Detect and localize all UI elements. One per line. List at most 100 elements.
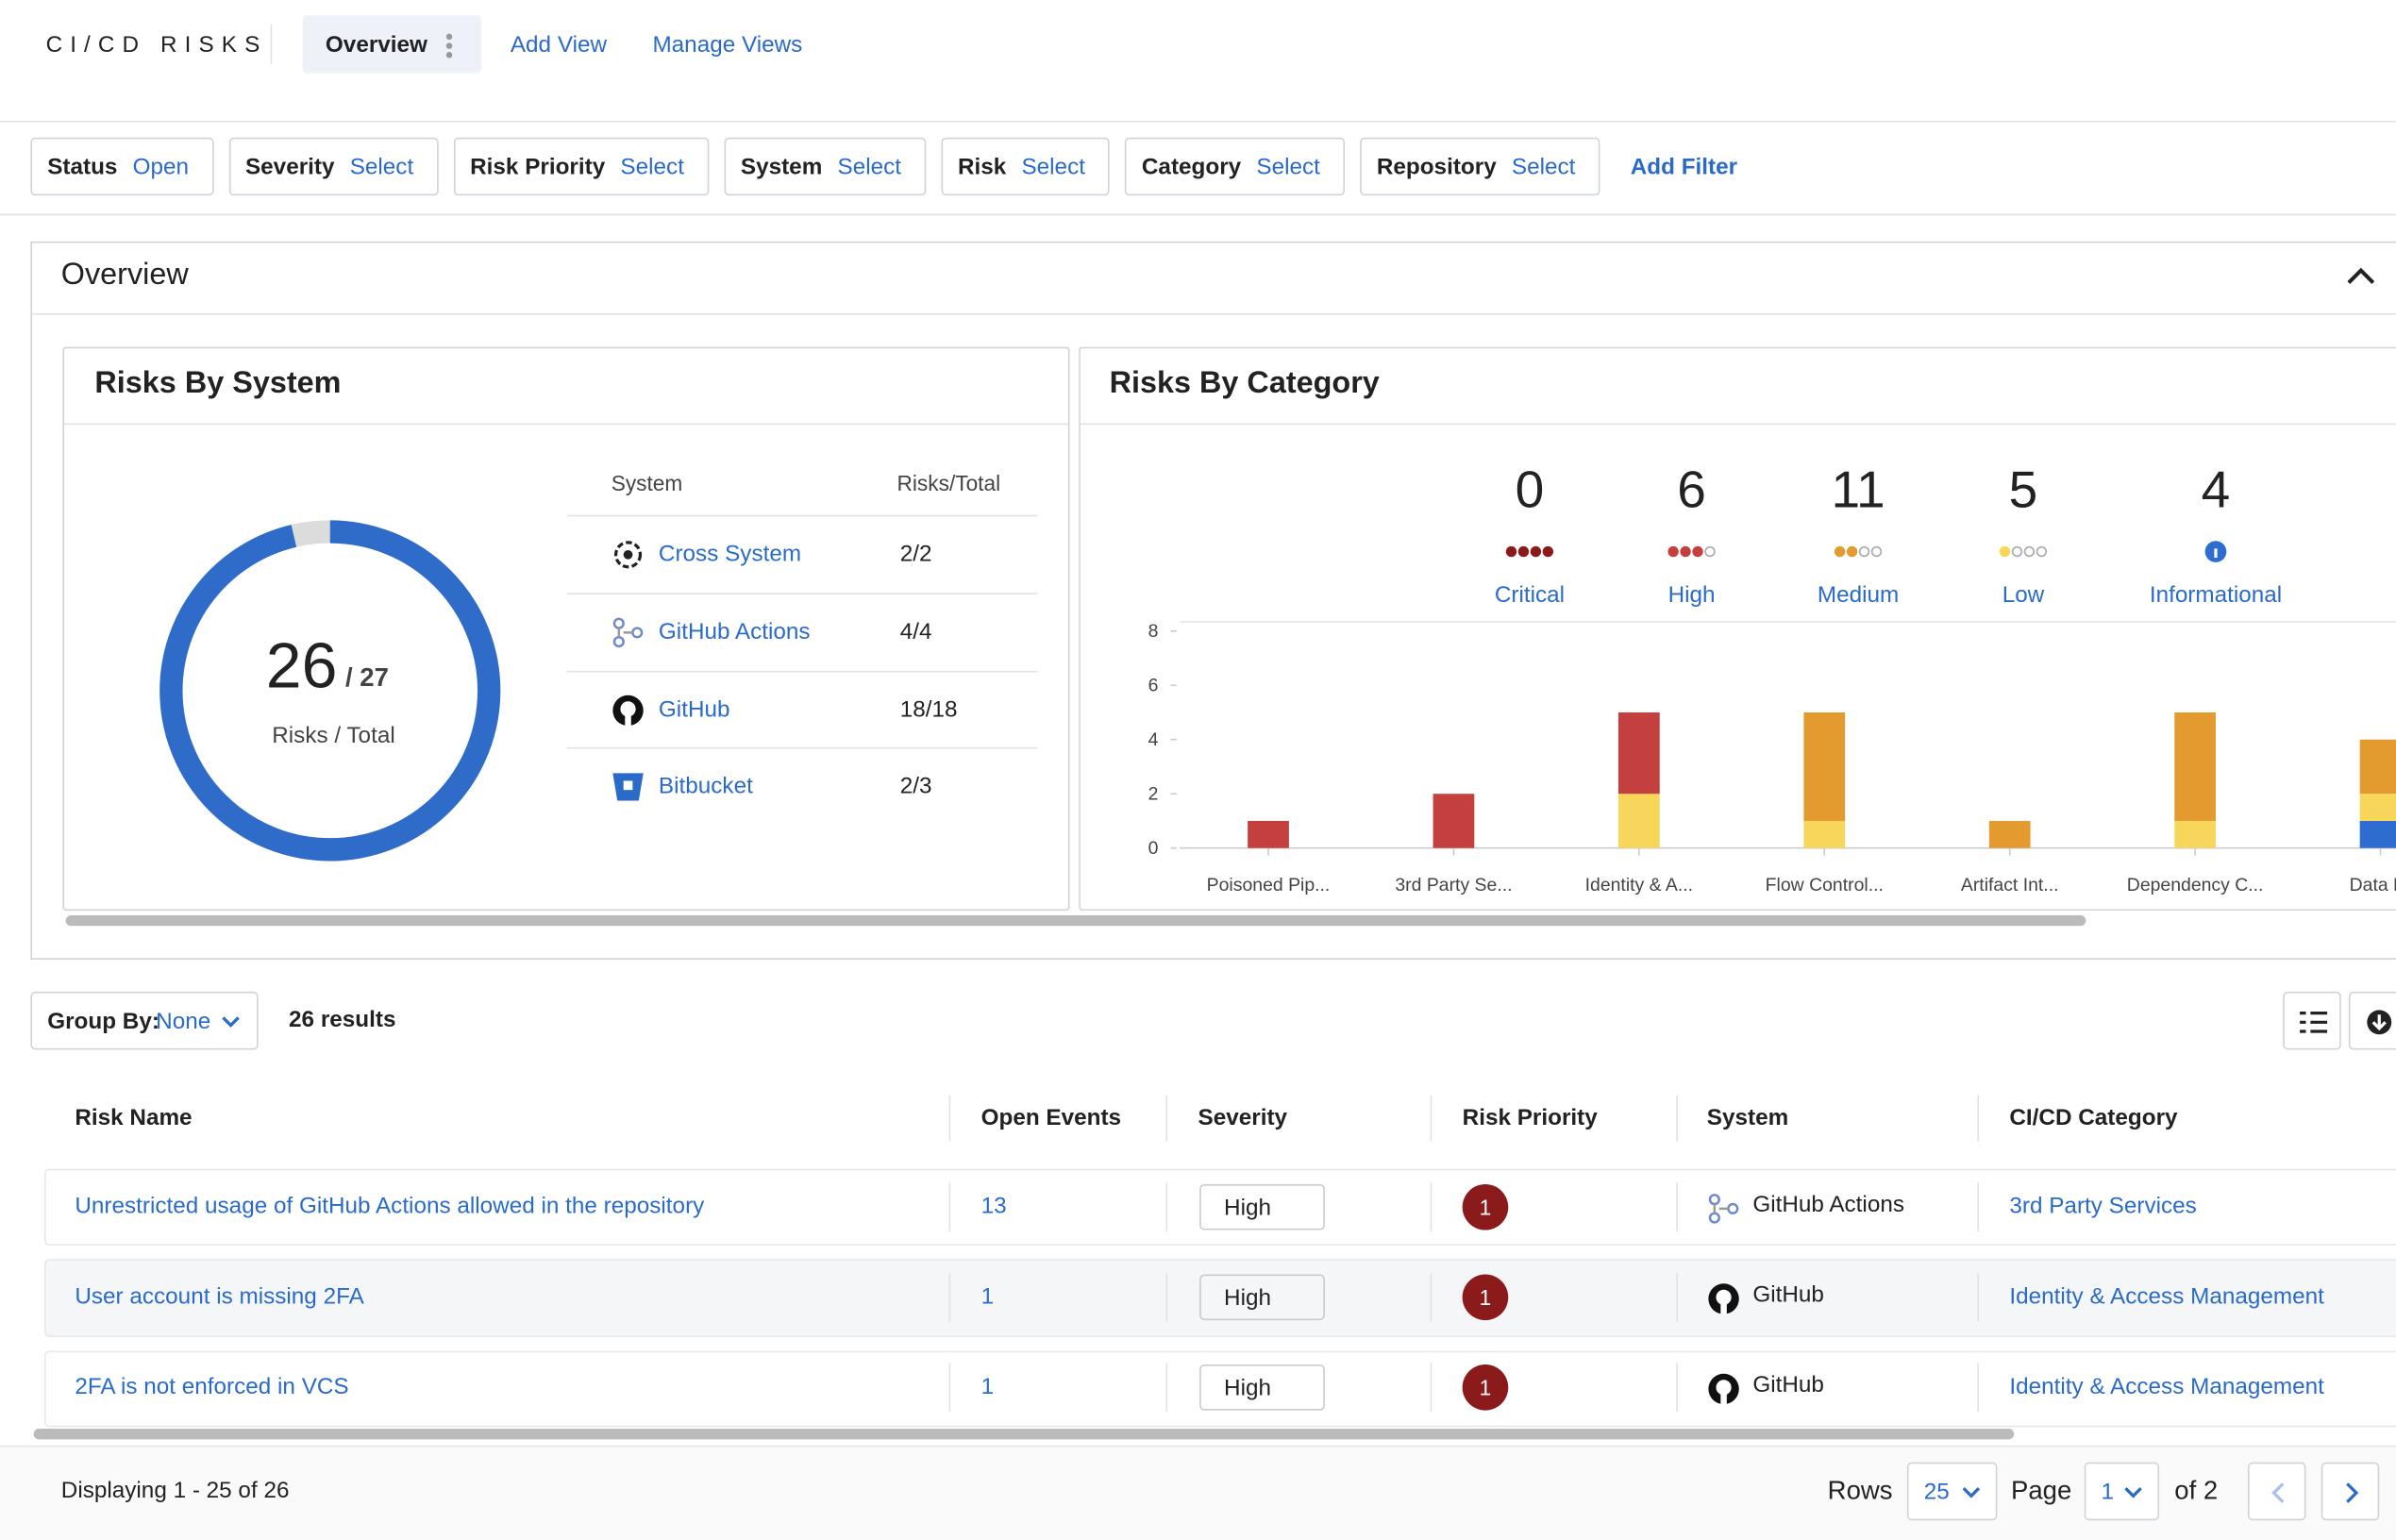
- next-page[interactable]: [2321, 1462, 2380, 1521]
- column-separator: [948, 1363, 951, 1413]
- filter[interactable]: Severity Select: [228, 137, 439, 196]
- severity-dot: [2011, 545, 2023, 558]
- filter[interactable]: Risk Priority Select: [453, 137, 709, 196]
- y-tick-label: 8: [1148, 621, 1159, 642]
- prev-page[interactable]: [2247, 1462, 2306, 1521]
- severity-dot: [1834, 545, 1846, 558]
- chevron: [2124, 1487, 2142, 1498]
- severity-total: 6: [1677, 460, 1706, 519]
- active-tab[interactable]: Overview: [302, 15, 482, 74]
- risk-name[interactable]: User account is missing 2FA: [75, 1283, 364, 1310]
- severity-label[interactable]: Informational: [2150, 582, 2282, 608]
- open-events[interactable]: 1: [980, 1373, 995, 1400]
- system-link[interactable]: Cross System: [658, 541, 802, 567]
- page-select[interactable]: 1: [2084, 1462, 2160, 1521]
- severity-label[interactable]: High: [1668, 582, 1716, 608]
- column-separator: [1430, 1363, 1433, 1413]
- severity-text: High: [1224, 1374, 1272, 1401]
- column-separator: [1430, 1096, 1433, 1142]
- github-icon: [1708, 1373, 1739, 1405]
- table-row: [43, 1259, 2396, 1337]
- filter-label: Risk: [957, 153, 1007, 180]
- add-filter[interactable]: Add Filter: [1630, 153, 1738, 180]
- column-separator: [1676, 1182, 1678, 1232]
- system-name: GitHub: [1752, 1281, 1824, 1309]
- tab-menu[interactable]: [444, 32, 454, 59]
- filter[interactable]: Repository Select: [1360, 137, 1600, 196]
- github-icon: [1708, 1283, 1739, 1314]
- filter-value: Select: [837, 153, 902, 180]
- severity-label[interactable]: Critical: [1495, 582, 1565, 608]
- filter[interactable]: Category Select: [1125, 137, 1345, 196]
- filter[interactable]: System Select: [724, 137, 926, 196]
- bar-segment: [2359, 794, 2396, 821]
- footer: Displaying 1 - 25 of 26 Rows 25 Page 1 o…: [0, 1445, 2396, 1540]
- page-of: of 2: [2174, 1476, 2219, 1506]
- filter-label: Status: [47, 153, 118, 180]
- icon: [2271, 1482, 2285, 1503]
- donut-caption: Risks / Total: [272, 722, 395, 749]
- tab[interactable]: Manage Views: [652, 32, 803, 59]
- x-tick-label: Artifact Int...: [1961, 875, 2059, 896]
- bar-segment: [1988, 820, 2031, 848]
- column-header[interactable]: Open Events: [980, 1104, 1122, 1131]
- risk-name[interactable]: 2FA is not enforced in VCS: [75, 1373, 349, 1400]
- download-button[interactable]: [2348, 991, 2396, 1050]
- column-header[interactable]: System: [1706, 1104, 1789, 1131]
- github-icon: [612, 695, 644, 727]
- priority-badge: 1: [1462, 1183, 1509, 1230]
- severity-dot: [1517, 545, 1530, 558]
- collapse-button[interactable]: [2346, 263, 2376, 288]
- category-link[interactable]: 3rd Party Services: [2009, 1194, 2204, 1220]
- filter-label: Category: [1141, 153, 1242, 180]
- x-tick-label: Data Pr: [2350, 875, 2396, 896]
- priority-badge: 1: [1462, 1364, 1509, 1411]
- column-separator: [1165, 1096, 1168, 1142]
- scrollbar[interactable]: [65, 914, 2086, 927]
- category-link[interactable]: Identity & Access Management: [2009, 1374, 2332, 1400]
- logo: CI/CD RISKS: [45, 32, 268, 59]
- open-events[interactable]: 13: [980, 1193, 1007, 1220]
- icon: [2367, 1010, 2392, 1035]
- system-link[interactable]: GitHub: [658, 696, 730, 723]
- filter[interactable]: Status Open: [30, 137, 213, 196]
- columns-button[interactable]: [2283, 991, 2341, 1050]
- column-header[interactable]: Risk Name: [75, 1104, 193, 1131]
- severity-dot: [2036, 545, 2048, 558]
- y-tick-label: 0: [1148, 838, 1159, 859]
- system-name: GitHub Actions: [1752, 1192, 1905, 1218]
- system-link[interactable]: GitHub Actions: [658, 618, 811, 645]
- severity-dot: [2023, 545, 2036, 558]
- category-link[interactable]: Identity & Access Management: [2009, 1283, 2332, 1310]
- tab[interactable]: Add View: [510, 32, 608, 59]
- severity-total: 0: [1516, 460, 1545, 519]
- column-separator: [1676, 1363, 1678, 1413]
- chevron: [1962, 1487, 1981, 1498]
- severity-label[interactable]: Low: [2002, 582, 2045, 608]
- column-header[interactable]: Severity: [1198, 1104, 1288, 1131]
- column-header[interactable]: CI/CD Category: [2009, 1104, 2178, 1131]
- column-header[interactable]: Risk Priority: [1462, 1104, 1598, 1131]
- group-by[interactable]: Group By: None: [30, 991, 259, 1050]
- x-tick-label: Flow Control...: [1766, 875, 1884, 896]
- filter[interactable]: Risk Select: [941, 137, 1110, 196]
- scrollbar[interactable]: [33, 1429, 2015, 1440]
- severity-dot: [1680, 545, 1691, 558]
- column-header: System: [611, 470, 683, 495]
- severity-dot: [1530, 545, 1542, 558]
- severity-label[interactable]: Medium: [1818, 582, 1899, 608]
- risk-name[interactable]: Unrestricted usage of GitHub Actions all…: [75, 1193, 705, 1220]
- category-text: Identity & Access Management: [2009, 1283, 2324, 1310]
- x-tick-label: Dependency C...: [2127, 875, 2264, 896]
- bar-segment: [1803, 820, 1846, 848]
- github-actions-icon: [1708, 1194, 1739, 1224]
- column-separator: [1977, 1096, 1979, 1142]
- bar-segment: [1248, 820, 1289, 848]
- severity-badge: High: [1199, 1183, 1325, 1230]
- severity-text: High: [1224, 1194, 1272, 1221]
- chevron: [222, 1016, 240, 1028]
- rows-select[interactable]: 25: [1906, 1462, 1998, 1521]
- system-link[interactable]: Bitbucket: [658, 773, 753, 799]
- open-events[interactable]: 1: [980, 1283, 995, 1310]
